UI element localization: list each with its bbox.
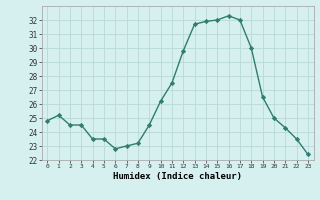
X-axis label: Humidex (Indice chaleur): Humidex (Indice chaleur) (113, 172, 242, 181)
